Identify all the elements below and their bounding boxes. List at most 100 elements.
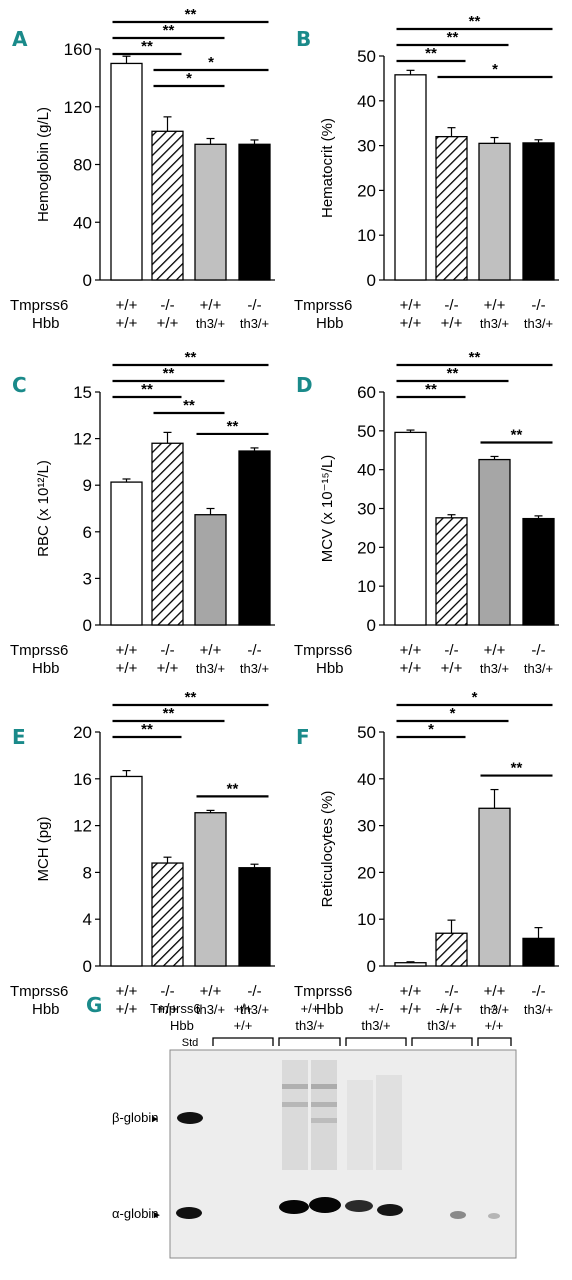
y-tick-label-b: 50 <box>357 47 376 66</box>
bar-d-4 <box>522 517 555 626</box>
y-tick-label-f: 40 <box>357 770 376 789</box>
bar-a-1 <box>110 62 143 281</box>
genotype-row-label-tmprss6-f: Tmprss6 <box>294 983 352 1000</box>
lane-group-5-tmprss6: -/- <box>489 1004 498 1015</box>
bar-b-1 <box>394 74 427 281</box>
bar-f-1 <box>394 962 427 967</box>
std-lane-label: Std <box>182 1037 199 1049</box>
panel-letter-d: D <box>296 373 313 397</box>
significance-label-e-4: ** <box>227 780 239 797</box>
y-tick-label-d: 0 <box>367 616 376 635</box>
std-beta-band <box>177 1112 203 1124</box>
significance-label-a-5: * <box>208 54 214 71</box>
y-tick-label-e: 20 <box>73 723 92 742</box>
tmprss6-genotype-a-3: +/+ <box>200 297 222 314</box>
panel-letter-e: E <box>12 725 26 749</box>
bar-f-2 <box>435 932 468 967</box>
tmprss6-genotype-e-4: -/- <box>247 983 261 1000</box>
hbb-genotype-b-3: th3/+ <box>480 316 509 331</box>
tmprss6-genotype-b-4: -/- <box>531 297 545 314</box>
hbb-genotype-c-4: th3/+ <box>240 661 269 676</box>
lane-bracket-2 <box>278 1037 341 1046</box>
significance-label-d-3: ** <box>469 349 481 366</box>
beta-faint-band-3 <box>282 1084 308 1089</box>
smear-lane-6 <box>376 1075 402 1170</box>
beta-faint-band-6 <box>311 1102 337 1107</box>
bar-e-2 <box>151 862 184 967</box>
panel-letter-b: B <box>296 27 311 51</box>
significance-label-c-5: ** <box>227 418 239 435</box>
y-tick-label-a: 40 <box>73 213 92 232</box>
hbb-genotype-e-3: th3/+ <box>196 1002 225 1017</box>
significance-label-e-3: ** <box>185 689 197 706</box>
y-tick-label-a: 120 <box>64 98 92 117</box>
std-alpha-band <box>176 1207 202 1219</box>
tmprss6-genotype-b-2: -/- <box>444 297 458 314</box>
y-tick-label-a: 80 <box>73 156 92 175</box>
y-tick-label-f: 50 <box>357 723 376 742</box>
bar-b-4 <box>522 142 555 281</box>
alpha-band-lane-5 <box>345 1200 373 1212</box>
bar-a-4 <box>238 143 271 281</box>
significance-label-b-4: * <box>492 61 498 78</box>
bar-b-3 <box>478 142 511 281</box>
hbb-genotype-e-4: th3/+ <box>240 1002 269 1017</box>
beta-faint-band-5 <box>282 1102 308 1107</box>
lane-group-4-tmprss6: -/- <box>436 1001 448 1016</box>
y-tick-label-b: 0 <box>367 271 376 290</box>
smear-lane-5 <box>347 1080 373 1170</box>
blot-row-label-hbb: Hbb <box>170 1018 194 1033</box>
significance-label-a-1: ** <box>141 38 153 55</box>
hbb-genotype-f-3: th3/+ <box>480 1002 509 1017</box>
tmprss6-genotype-c-1: +/+ <box>116 642 138 659</box>
panel-letter-g: G <box>86 993 102 1017</box>
genotype-row-label-hbb-e: Hbb <box>32 1001 60 1018</box>
hbb-genotype-e-1: +/+ <box>116 1001 138 1018</box>
tmprss6-genotype-f-4: -/- <box>531 983 545 1000</box>
y-axis-label-a: Hemoglobin (g/L) <box>35 107 52 222</box>
significance-label-f-1: * <box>428 721 434 738</box>
bar-e-3 <box>194 812 227 967</box>
bar-e-1 <box>110 775 143 967</box>
hbb-genotype-a-1: +/+ <box>116 315 138 332</box>
y-tick-label-c: 6 <box>83 523 92 542</box>
y-axis-label-e: MCH (pg) <box>35 816 52 881</box>
y-tick-label-d: 40 <box>357 461 376 480</box>
y-tick-label-f: 30 <box>357 817 376 836</box>
y-tick-label-e: 8 <box>83 863 92 882</box>
tmprss6-genotype-a-2: -/- <box>160 297 174 314</box>
bar-a-2 <box>151 130 184 281</box>
y-tick-label-c: 3 <box>83 569 92 588</box>
tmprss6-genotype-b-1: +/+ <box>400 297 422 314</box>
chart-panel-c: C 0 3 6 9 12 15 RBC (x 10¹²/L) ** ** ** ** ** Tmprss6… <box>10 349 275 677</box>
tmprss6-genotype-f-3: +/+ <box>484 983 506 1000</box>
tmprss6-genotype-e-3: +/+ <box>200 983 222 1000</box>
significance-label-c-2: ** <box>163 365 175 382</box>
significance-label-d-1: ** <box>425 381 437 398</box>
significance-label-b-2: ** <box>447 29 459 46</box>
hbb-genotype-b-2: +/+ <box>441 315 463 332</box>
bar-c-4 <box>238 450 271 626</box>
tmprss6-genotype-c-4: -/- <box>247 642 261 659</box>
lane-group-4-hbb: th3/+ <box>427 1018 456 1033</box>
y-tick-label-f: 10 <box>357 910 376 929</box>
hbb-genotype-f-4: th3/+ <box>524 1002 553 1017</box>
y-tick-label-f: 0 <box>367 957 376 976</box>
hbb-genotype-d-4: th3/+ <box>524 661 553 676</box>
y-axis-label-c: RBC (x 10¹²/L) <box>35 460 52 557</box>
y-tick-label-a: 0 <box>83 271 92 290</box>
alpha-band-lane-6 <box>377 1204 403 1216</box>
hbb-genotype-d-1: +/+ <box>400 660 422 677</box>
y-tick-label-f: 20 <box>357 863 376 882</box>
y-tick-label-e: 4 <box>83 910 92 929</box>
genotype-row-label-hbb-b: Hbb <box>316 315 344 332</box>
significance-label-a-4: * <box>186 70 192 87</box>
significance-label-d-4: ** <box>511 426 523 443</box>
hbb-genotype-c-1: +/+ <box>116 660 138 677</box>
tmprss6-genotype-d-1: +/+ <box>400 642 422 659</box>
